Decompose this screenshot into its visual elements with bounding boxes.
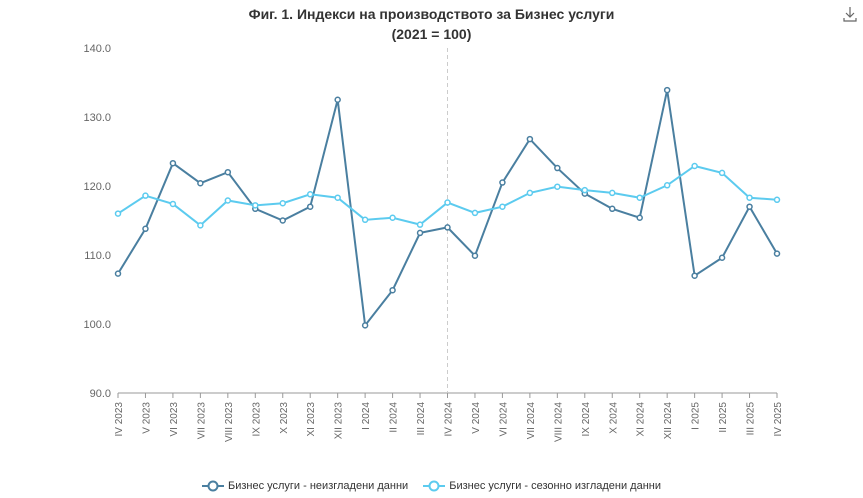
- series-1-point: [169, 159, 177, 167]
- x-tick-label: III 2024: [416, 402, 427, 436]
- x-tick-label: X 2023: [279, 402, 290, 434]
- series-1-point: [389, 286, 396, 294]
- legend-marker-series-2: [423, 480, 446, 492]
- x-tick-label: I 2024: [361, 402, 372, 430]
- series-2-point: [471, 209, 479, 217]
- x-tick-label: III 2025: [746, 402, 757, 436]
- series-1-point: [718, 254, 726, 262]
- series-2-point: [389, 214, 396, 221]
- series-1-point: [746, 203, 753, 210]
- legend-label-series-1: Бизнес услуги - неизгладени данни: [227, 480, 409, 492]
- series-1-point: [444, 224, 451, 231]
- series-2-point: [718, 169, 726, 177]
- series-1-point: [279, 217, 286, 224]
- x-tick-label: XII 2024: [663, 402, 674, 440]
- x-tick-label: VIII 2023: [224, 402, 235, 442]
- series-1-point: [526, 135, 534, 143]
- series-1-point: [334, 96, 341, 103]
- series-2-point: [773, 196, 781, 204]
- chart-title-line-2: (2021 = 100): [391, 26, 472, 42]
- legend-item-series-1[interactable]: Бизнес услуги - неизгладени данни: [201, 480, 409, 492]
- series-2-point: [444, 199, 451, 206]
- series-1-point: [306, 203, 314, 210]
- x-tick-label: V 2024: [471, 402, 482, 434]
- x-tick-label: II 2024: [389, 402, 400, 433]
- y-tick-label: 110.0: [84, 250, 111, 262]
- x-tick-label: XI 2023: [306, 402, 317, 437]
- series-2-point: [636, 194, 643, 201]
- chart-title: Фиг. 1. Индекси на производството за Биз…: [0, 4, 863, 44]
- x-tick-label: IV 2024: [444, 402, 455, 437]
- x-tick-label: IX 2023: [251, 402, 262, 437]
- series-1-point: [471, 252, 479, 259]
- line-chart: 90.0 100.0 110.0 120.0 130.0 140.0 IV 2023 V 20…: [83, 43, 784, 442]
- x-tick-label: XII 2023: [334, 402, 345, 440]
- y-tick-label: 130.0: [83, 112, 111, 124]
- series-2-point: [142, 192, 149, 199]
- series-1-point: [114, 270, 122, 277]
- series-2-point: [581, 186, 589, 194]
- series-1-point: [224, 168, 232, 176]
- series-2-point: [691, 162, 698, 170]
- series-1-point: [691, 272, 698, 279]
- x-tick-label: XI 2024: [636, 402, 647, 437]
- legend-label-series-2: Бизнес услуги - сезонно изгладени данни: [449, 480, 662, 492]
- x-tick-label: I 2025: [691, 402, 702, 430]
- series-1-point: [142, 225, 149, 233]
- series-2-point: [609, 189, 616, 197]
- series-2-point: [114, 210, 122, 217]
- y-tick-label: 120.0: [83, 181, 111, 193]
- x-tick-label: IX 2024: [581, 402, 592, 437]
- series-1-point: [773, 250, 781, 257]
- series-2-point: [746, 194, 753, 201]
- series-2-point: [499, 203, 506, 210]
- y-tick-label: 100.0: [83, 319, 111, 331]
- download-icon[interactable]: [843, 6, 857, 22]
- x-tick-label: VI 2024: [498, 402, 509, 437]
- series-2-point: [197, 222, 204, 229]
- series-2-point: [361, 216, 369, 224]
- series-1-point: [499, 179, 506, 186]
- series-1-point: [197, 179, 204, 187]
- series-2-point: [416, 221, 424, 228]
- x-tick-label: V 2023: [141, 402, 152, 434]
- series-2-point: [526, 189, 534, 197]
- y-tick-label: 140.0: [83, 43, 111, 55]
- series-2-point: [252, 202, 259, 209]
- series-2-point: [334, 194, 341, 201]
- series-2-point: [663, 182, 671, 189]
- series-1-point: [609, 205, 616, 213]
- legend-item-series-2[interactable]: Бизнес услуги - сезонно изгладени данни: [423, 480, 661, 492]
- x-tick-label: VII 2023: [196, 402, 207, 440]
- x-tick-label: VIII 2024: [553, 402, 564, 442]
- legend-marker-series-1: [201, 480, 224, 492]
- legend: Бизнес услуги - неизгладени данни Бизнес…: [0, 480, 863, 495]
- x-tick-label: IV 2025: [773, 402, 784, 437]
- series-2-point: [554, 183, 561, 190]
- series-1-point: [663, 86, 671, 94]
- series-1-point: [636, 214, 643, 221]
- series-2-point: [224, 197, 232, 204]
- x-tick-label: II 2025: [718, 402, 729, 433]
- x-tick-label: VI 2023: [169, 402, 180, 437]
- chart-title-line-1: Фиг. 1. Индекси на производството за Биз…: [248, 6, 615, 22]
- series-2-point: [306, 191, 314, 198]
- series-1-point: [416, 229, 424, 237]
- series-1-point: [554, 164, 561, 172]
- series-1-point: [361, 322, 369, 329]
- y-tick-label: 90.0: [90, 388, 111, 400]
- x-tick-label: VII 2024: [526, 402, 537, 440]
- series-2-point: [279, 200, 286, 207]
- x-tick-label: IV 2023: [114, 402, 125, 437]
- series-2-point: [169, 200, 177, 208]
- x-tick-label: X 2024: [608, 402, 619, 434]
